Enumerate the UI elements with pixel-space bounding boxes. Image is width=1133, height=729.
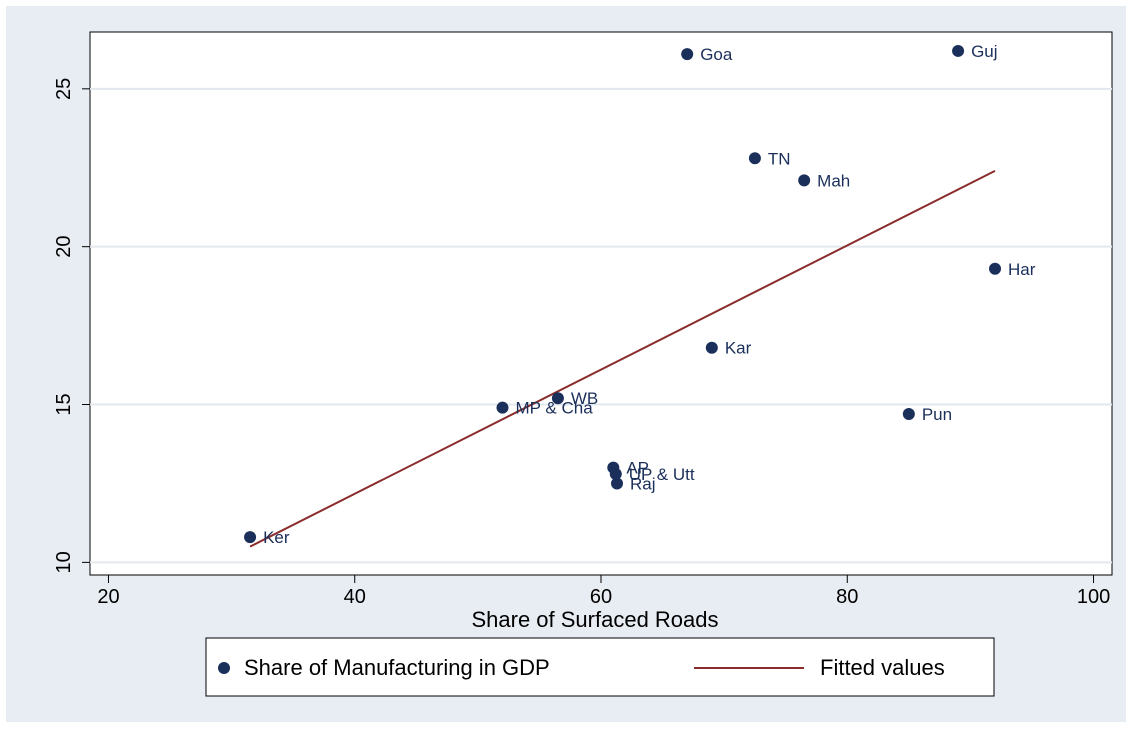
y-axis: 10 15 20 25 [53, 78, 90, 573]
data-point [952, 44, 965, 57]
point-label: Raj [630, 474, 656, 493]
point-label: TN [768, 149, 791, 168]
x-tick-label: 80 [836, 586, 858, 608]
point-label: Goa [700, 45, 733, 64]
fitted-line-layer [249, 170, 996, 548]
chart-frame: 20 40 60 80 100 10 15 20 25 Goa Guj TN Mah Har Kar WB… [6, 6, 1126, 722]
scatter-chart: 20 40 60 80 100 10 15 20 25 Goa Guj TN Mah Har Kar WB… [53, 31, 1113, 697]
data-point [798, 174, 811, 187]
legend-label-points: Share of Manufacturing in GDP [244, 655, 550, 680]
data-point [989, 262, 1002, 275]
x-axis-title: Share of Surfaced Roads [471, 607, 718, 632]
x-tick-label: 20 [97, 586, 119, 608]
point-label: MP & Cha [515, 399, 593, 418]
fitted-line [249, 170, 996, 548]
x-tick-label: 100 [1077, 586, 1110, 608]
data-point [609, 467, 622, 480]
x-tick-label: 60 [590, 586, 612, 608]
data-point [496, 401, 509, 414]
legend-box [205, 637, 995, 697]
point-label: Guj [971, 42, 997, 61]
data-point [551, 392, 564, 405]
gridlines [90, 87, 1112, 564]
point-label: AP [626, 459, 649, 478]
data-point [611, 477, 624, 490]
data-point [705, 341, 718, 354]
point-label: Pun [922, 405, 952, 424]
data-point [244, 531, 257, 544]
legend: Share of Manufacturing in GDP Fitted val… [205, 637, 995, 697]
y-tick-label: 20 [53, 236, 75, 258]
x-axis: 20 40 60 80 100 [97, 575, 1110, 608]
point-label: Har [1008, 260, 1036, 279]
point-label: Mah [817, 171, 850, 190]
legend-marker-points [218, 662, 230, 674]
point-label: UP & Utt [629, 465, 695, 484]
point-label: WB [571, 389, 598, 408]
data-point [902, 407, 915, 420]
data-point [748, 152, 761, 165]
y-tick-label: 10 [53, 551, 75, 573]
point-label: Ker [263, 528, 290, 547]
y-tick-label: 25 [53, 78, 75, 100]
point-label: Kar [725, 339, 752, 358]
legend-label-fit: Fitted values [820, 655, 945, 680]
y-tick-label: 15 [53, 393, 75, 415]
plot-area [89, 31, 1113, 576]
x-tick-label: 40 [344, 586, 366, 608]
data-point [681, 48, 694, 61]
